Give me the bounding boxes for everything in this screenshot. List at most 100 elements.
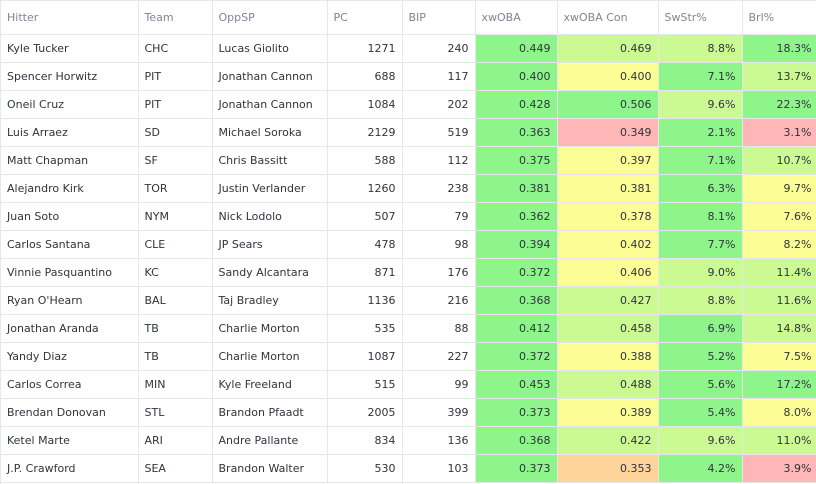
cell-hitter[interactable]: Carlos Correa <box>1 370 139 399</box>
cell-pc[interactable]: 507 <box>327 202 403 231</box>
cell-swstr[interactable]: 2.1% <box>658 118 743 147</box>
cell-pc[interactable]: 535 <box>327 314 403 343</box>
cell-hitter[interactable]: Alejandro Kirk <box>1 174 139 203</box>
cell-oppsp[interactable]: Jonathan Cannon <box>212 62 328 91</box>
cell-team[interactable]: STL <box>138 398 213 427</box>
cell-brl[interactable]: 14.8% <box>742 314 816 343</box>
cell-xwoba-con[interactable]: 0.422 <box>557 426 659 455</box>
cell-swstr[interactable]: 9.0% <box>658 258 743 287</box>
cell-brl[interactable]: 7.6% <box>742 202 816 231</box>
cell-xwoba[interactable]: 0.381 <box>475 174 558 203</box>
cell-team[interactable]: ARI <box>138 426 213 455</box>
cell-xwoba[interactable]: 0.368 <box>475 426 558 455</box>
cell-bip[interactable]: 99 <box>402 370 476 399</box>
cell-brl[interactable]: 3.1% <box>742 118 816 147</box>
cell-oppsp[interactable]: Andre Pallante <box>212 426 328 455</box>
column-header-hitter[interactable]: Hitter <box>1 1 139 35</box>
cell-team[interactable]: KC <box>138 258 213 287</box>
cell-pc[interactable]: 588 <box>327 146 403 175</box>
cell-bip[interactable]: 98 <box>402 230 476 259</box>
cell-pc[interactable]: 688 <box>327 62 403 91</box>
cell-pc[interactable]: 834 <box>327 426 403 455</box>
cell-oppsp[interactable]: Charlie Morton <box>212 342 328 371</box>
cell-xwoba-con[interactable]: 0.406 <box>557 258 659 287</box>
cell-pc[interactable]: 2005 <box>327 398 403 427</box>
cell-team[interactable]: MIN <box>138 370 213 399</box>
cell-bip[interactable]: 238 <box>402 174 476 203</box>
cell-pc[interactable]: 871 <box>327 258 403 287</box>
cell-swstr[interactable]: 5.4% <box>658 398 743 427</box>
cell-team[interactable]: PIT <box>138 90 213 119</box>
cell-pc[interactable]: 1084 <box>327 90 403 119</box>
cell-hitter[interactable]: Carlos Santana <box>1 230 139 259</box>
cell-bip[interactable]: 519 <box>402 118 476 147</box>
cell-team[interactable]: SD <box>138 118 213 147</box>
cell-xwoba[interactable]: 0.373 <box>475 454 558 483</box>
cell-bip[interactable]: 103 <box>402 454 476 483</box>
cell-brl[interactable]: 22.3% <box>742 90 816 119</box>
cell-pc[interactable]: 1260 <box>327 174 403 203</box>
cell-oppsp[interactable]: Nick Lodolo <box>212 202 328 231</box>
cell-hitter[interactable]: Spencer Horwitz <box>1 62 139 91</box>
column-header-team[interactable]: Team <box>138 1 213 35</box>
cell-bip[interactable]: 202 <box>402 90 476 119</box>
cell-xwoba-con[interactable]: 0.397 <box>557 146 659 175</box>
cell-bip[interactable]: 117 <box>402 62 476 91</box>
cell-team[interactable]: SF <box>138 146 213 175</box>
cell-oppsp[interactable]: Kyle Freeland <box>212 370 328 399</box>
cell-swstr[interactable]: 6.9% <box>658 314 743 343</box>
cell-bip[interactable]: 88 <box>402 314 476 343</box>
cell-pc[interactable]: 515 <box>327 370 403 399</box>
cell-bip[interactable]: 112 <box>402 146 476 175</box>
cell-team[interactable]: TB <box>138 314 213 343</box>
cell-xwoba-con[interactable]: 0.402 <box>557 230 659 259</box>
cell-xwoba-con[interactable]: 0.388 <box>557 342 659 371</box>
cell-team[interactable]: SEA <box>138 454 213 483</box>
cell-bip[interactable]: 136 <box>402 426 476 455</box>
cell-bip[interactable]: 216 <box>402 286 476 315</box>
cell-xwoba[interactable]: 0.428 <box>475 90 558 119</box>
cell-xwoba-con[interactable]: 0.378 <box>557 202 659 231</box>
cell-swstr[interactable]: 8.1% <box>658 202 743 231</box>
cell-hitter[interactable]: Yandy Diaz <box>1 342 139 371</box>
cell-bip[interactable]: 79 <box>402 202 476 231</box>
cell-oppsp[interactable]: Lucas Giolito <box>212 34 328 63</box>
cell-xwoba[interactable]: 0.412 <box>475 314 558 343</box>
cell-hitter[interactable]: Vinnie Pasquantino <box>1 258 139 287</box>
cell-team[interactable]: CHC <box>138 34 213 63</box>
cell-brl[interactable]: 11.0% <box>742 426 816 455</box>
cell-xwoba-con[interactable]: 0.353 <box>557 454 659 483</box>
cell-bip[interactable]: 176 <box>402 258 476 287</box>
cell-team[interactable]: NYM <box>138 202 213 231</box>
cell-oppsp[interactable]: Justin Verlander <box>212 174 328 203</box>
cell-brl[interactable]: 10.7% <box>742 146 816 175</box>
cell-brl[interactable]: 11.4% <box>742 258 816 287</box>
column-header-brl[interactable]: Brl% <box>742 1 816 35</box>
cell-swstr[interactable]: 9.6% <box>658 426 743 455</box>
cell-xwoba[interactable]: 0.453 <box>475 370 558 399</box>
column-header-xwoba-con[interactable]: xwOBA Con <box>557 1 659 35</box>
cell-brl[interactable]: 9.7% <box>742 174 816 203</box>
cell-oppsp[interactable]: Charlie Morton <box>212 314 328 343</box>
cell-xwoba-con[interactable]: 0.506 <box>557 90 659 119</box>
cell-xwoba[interactable]: 0.368 <box>475 286 558 315</box>
cell-oppsp[interactable]: Taj Bradley <box>212 286 328 315</box>
cell-oppsp[interactable]: Brandon Pfaadt <box>212 398 328 427</box>
cell-oppsp[interactable]: Brandon Walter <box>212 454 328 483</box>
cell-bip[interactable]: 227 <box>402 342 476 371</box>
column-header-oppsp[interactable]: OppSP <box>212 1 328 35</box>
cell-brl[interactable]: 13.7% <box>742 62 816 91</box>
cell-swstr[interactable]: 6.3% <box>658 174 743 203</box>
cell-hitter[interactable]: J.P. Crawford <box>1 454 139 483</box>
cell-swstr[interactable]: 8.8% <box>658 34 743 63</box>
cell-hitter[interactable]: Juan Soto <box>1 202 139 231</box>
cell-xwoba[interactable]: 0.372 <box>475 258 558 287</box>
cell-hitter[interactable]: Oneil Cruz <box>1 90 139 119</box>
cell-swstr[interactable]: 5.6% <box>658 370 743 399</box>
cell-xwoba[interactable]: 0.449 <box>475 34 558 63</box>
cell-hitter[interactable]: Ryan O'Hearn <box>1 286 139 315</box>
column-header-xwoba[interactable]: xwOBA <box>475 1 558 35</box>
cell-swstr[interactable]: 4.2% <box>658 454 743 483</box>
cell-team[interactable]: CLE <box>138 230 213 259</box>
